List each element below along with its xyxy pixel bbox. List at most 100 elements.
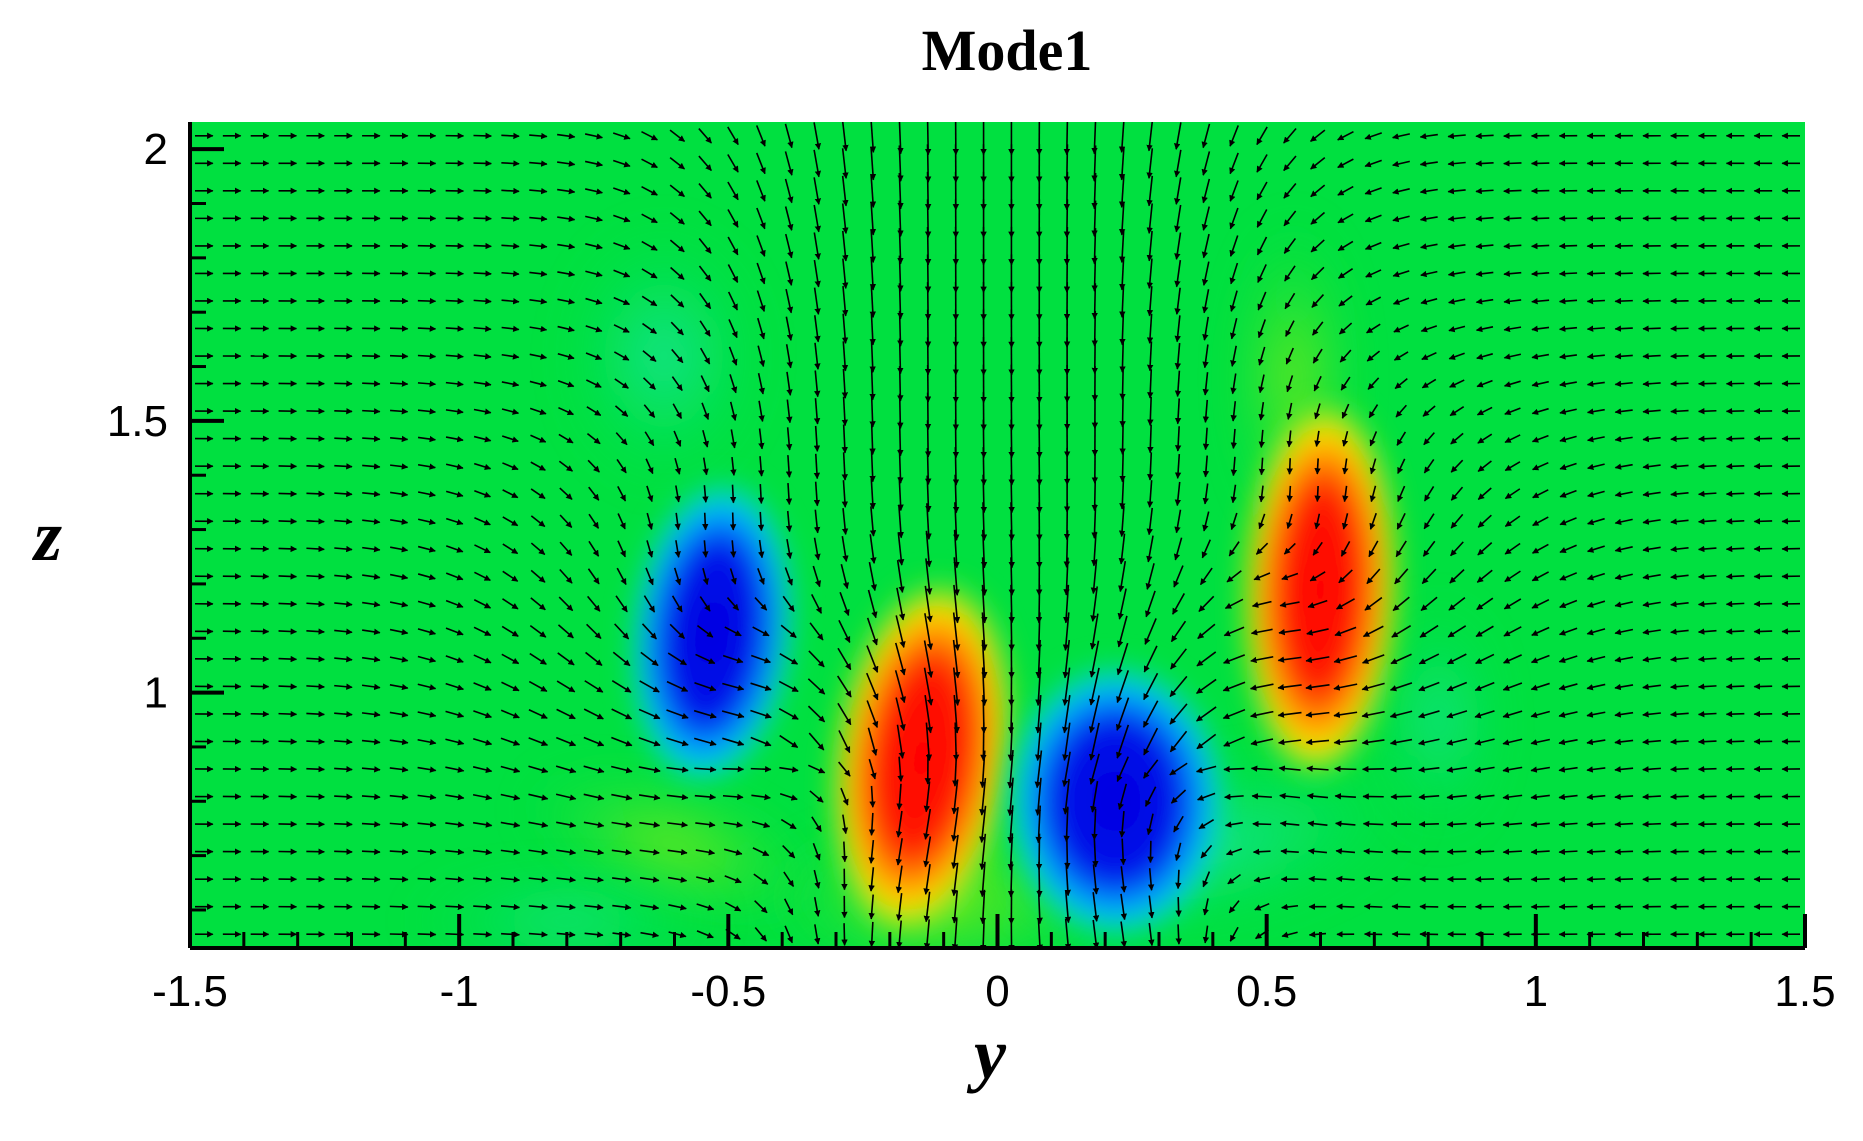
vector-arrow [641, 213, 658, 224]
vector-arrow [556, 903, 576, 911]
vector-arrow [841, 814, 849, 835]
vector-arrow [445, 821, 465, 828]
vector-arrow [837, 647, 852, 671]
vector-arrow [814, 315, 821, 343]
vector-arrow [814, 342, 821, 370]
vector-arrow [1698, 490, 1717, 498]
vector-arrow [445, 682, 464, 691]
vector-arrow [757, 456, 765, 477]
vector-arrow [840, 563, 850, 590]
vector-arrow [278, 710, 298, 718]
vector-arrow [923, 919, 931, 948]
vector-arrow [1118, 505, 1126, 538]
vector-arrow [445, 793, 465, 801]
vector-arrow [896, 920, 903, 948]
vector-arrow [1725, 600, 1745, 608]
vector-arrow [695, 653, 716, 665]
vector-arrow [700, 375, 710, 393]
vector-arrow [417, 491, 436, 498]
vector-arrow [1531, 215, 1550, 222]
vector-arrow [727, 126, 739, 146]
vector-arrow [1062, 722, 1071, 761]
vector-arrow [727, 154, 739, 173]
vector-arrow [1753, 518, 1773, 525]
vector-arrow [585, 270, 603, 278]
vector-arrow [841, 230, 849, 262]
vector-arrow [530, 461, 546, 471]
vector-arrow [278, 765, 298, 773]
vector-arrow [641, 268, 658, 279]
vector-arrow [669, 212, 685, 225]
vector-arrow [473, 242, 492, 250]
vector-arrow [500, 876, 521, 883]
vector-arrow [417, 683, 437, 691]
vector-arrow [895, 893, 903, 921]
vector-arrow [1088, 722, 1100, 761]
vector-arrow [727, 291, 739, 311]
vector-arrow [750, 766, 772, 773]
vector-arrow [1119, 367, 1126, 401]
vector-arrow [473, 187, 492, 195]
vector-arrow [501, 625, 519, 637]
vector-arrow [923, 863, 931, 895]
vector-arrow [472, 766, 493, 774]
vector-arrow [558, 596, 574, 612]
vector-arrow [362, 380, 381, 387]
vector-arrow [1530, 187, 1550, 195]
vector-arrow [616, 567, 627, 586]
vector-arrow [611, 736, 633, 747]
vector-arrow [616, 459, 627, 474]
vector-arrow [362, 573, 381, 580]
vector-arrow [306, 545, 325, 553]
vector-arrow [752, 847, 770, 857]
vector-arrow [614, 405, 629, 417]
vector-arrow [1614, 821, 1634, 828]
vector-arrow [612, 903, 632, 911]
vector-arrow [1252, 820, 1272, 828]
vector-arrow [756, 290, 766, 312]
vector-arrow [730, 540, 737, 558]
vector-arrow [306, 435, 325, 442]
vector-arrow [361, 738, 381, 746]
vector-arrow [1117, 615, 1128, 648]
vector-arrow [558, 460, 573, 472]
vector-arrow [473, 353, 492, 360]
vector-arrow [334, 711, 353, 718]
vector-arrow [724, 626, 742, 637]
vector-arrow [501, 242, 520, 250]
vector-arrow [501, 435, 519, 443]
y-tick-label: 2 [144, 125, 168, 174]
vector-arrow [1119, 339, 1126, 373]
vector-arrow [896, 724, 905, 759]
field-halo-0 [519, 772, 830, 917]
vector-arrow [556, 821, 577, 828]
vector-arrow [757, 511, 765, 532]
vector-arrow [1503, 187, 1522, 195]
vector-arrow [1169, 730, 1188, 753]
vector-arrow [500, 709, 520, 719]
vector-arrow [641, 295, 658, 307]
vector-arrow [585, 325, 603, 333]
vector-arrow [559, 568, 573, 584]
vector-arrow [306, 463, 325, 470]
vector-arrow [754, 900, 768, 914]
vector-arrow [869, 506, 877, 537]
vector-arrow [389, 738, 409, 746]
vector-arrow [813, 398, 821, 425]
vector-arrow [501, 160, 520, 167]
vector-arrow [588, 486, 600, 501]
vector-arrow [417, 876, 437, 883]
vector-arrow [473, 876, 493, 883]
vector-arrow [924, 613, 934, 651]
vector-arrow [894, 642, 906, 676]
vector-arrow [501, 931, 520, 938]
vector-arrow [1119, 478, 1126, 510]
vector-arrow [361, 876, 381, 883]
vector-arrow [1089, 640, 1100, 678]
vector-arrow [445, 380, 464, 388]
vector-arrow [584, 160, 603, 168]
vector-arrow [362, 463, 381, 470]
vector-arrow [557, 652, 575, 666]
vector-arrow [672, 403, 683, 419]
vector-arrow [389, 380, 409, 387]
